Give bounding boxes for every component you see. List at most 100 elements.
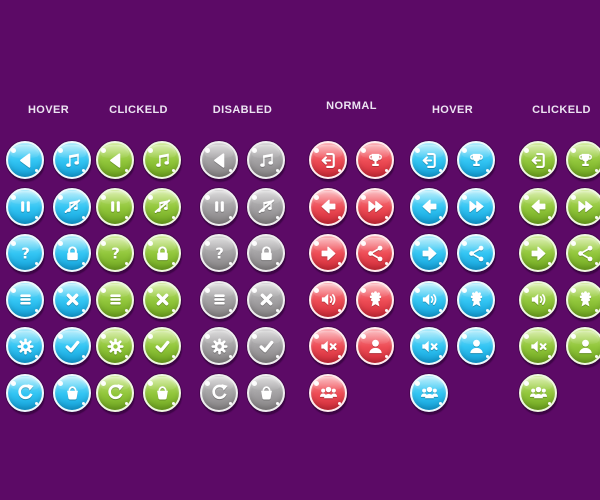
sound-off-icon	[419, 336, 440, 357]
button-sound-on-clicked[interactable]	[519, 280, 557, 319]
music-note-icon	[256, 150, 277, 171]
state-group-hover-left: HOVER	[6, 101, 91, 412]
button-menu-disabled[interactable]	[200, 280, 238, 319]
button-question-clicked[interactable]	[96, 234, 134, 272]
button-fast-forward-clicked[interactable]	[566, 187, 600, 226]
button-sound-off-normal[interactable]	[309, 327, 347, 365]
logout-icon	[419, 150, 440, 171]
music-off-icon	[62, 196, 83, 217]
button-share-normal[interactable]	[356, 234, 394, 272]
fast-forward-icon	[466, 196, 487, 217]
share-icon	[365, 243, 386, 264]
state-label: CLICKELD	[532, 104, 591, 116]
button-logout-hover[interactable]	[410, 141, 448, 179]
button-fast-forward-hover[interactable]	[457, 187, 495, 226]
button-lock-disabled[interactable]	[247, 234, 285, 272]
button-users-group-normal[interactable]	[309, 373, 347, 412]
button-sound-off-hover[interactable]	[410, 327, 448, 365]
button-music-off-disabled[interactable]	[247, 187, 285, 226]
button-share-clicked[interactable]	[566, 234, 600, 272]
button-trophy-hover[interactable]	[457, 141, 495, 179]
button-basket-disabled[interactable]	[247, 373, 285, 412]
button-arrow-right-hover[interactable]	[410, 234, 448, 272]
button-music-note-hover[interactable]	[53, 141, 91, 179]
button-sound-off-clicked[interactable]	[519, 327, 557, 365]
button-sound-on-normal[interactable]	[309, 280, 347, 319]
music-note-icon	[62, 150, 83, 171]
button-menu-hover[interactable]	[6, 280, 44, 319]
button-gear-disabled[interactable]	[200, 327, 238, 365]
logout-icon	[318, 150, 339, 171]
button-arrow-right-clicked[interactable]	[519, 234, 557, 272]
state-label: HOVER	[431, 104, 474, 116]
button-music-note-clicked[interactable]	[143, 141, 181, 179]
restart-icon	[209, 382, 230, 403]
trophy-icon	[365, 150, 386, 171]
button-award-clicked[interactable]	[566, 280, 600, 319]
button-menu-clicked[interactable]	[96, 280, 134, 319]
button-play-back-disabled[interactable]	[200, 141, 238, 179]
users-group-icon	[419, 382, 440, 403]
button-play-back-hover[interactable]	[6, 141, 44, 179]
button-user-hover[interactable]	[457, 327, 495, 365]
button-trophy-normal[interactable]	[356, 141, 394, 179]
button-basket-clicked[interactable]	[143, 373, 181, 412]
button-check-hover[interactable]	[53, 327, 91, 365]
button-restart-disabled[interactable]	[200, 373, 238, 412]
button-award-normal[interactable]	[356, 280, 394, 319]
button-users-group-clicked[interactable]	[519, 373, 557, 412]
button-user-normal[interactable]	[356, 327, 394, 365]
arrow-right-icon	[318, 243, 339, 264]
button-logout-clicked[interactable]	[519, 141, 557, 179]
button-question-disabled[interactable]	[200, 234, 238, 272]
button-users-group-hover[interactable]	[410, 373, 448, 412]
button-close-disabled[interactable]	[247, 280, 285, 319]
share-icon	[575, 243, 596, 264]
state-label: HOVER	[27, 104, 70, 116]
button-pause-hover[interactable]	[6, 187, 44, 226]
button-arrow-left-normal[interactable]	[309, 187, 347, 226]
button-music-note-disabled[interactable]	[247, 141, 285, 179]
arrow-left-icon	[419, 196, 440, 217]
button-arrow-left-clicked[interactable]	[519, 187, 557, 226]
user-icon	[365, 336, 386, 357]
button-restart-hover[interactable]	[6, 373, 44, 412]
button-question-hover[interactable]	[6, 234, 44, 272]
button-arrow-right-normal[interactable]	[309, 234, 347, 272]
button-lock-clicked[interactable]	[143, 234, 181, 272]
award-icon	[365, 289, 386, 310]
button-basket-hover[interactable]	[53, 373, 91, 412]
button-restart-clicked[interactable]	[96, 373, 134, 412]
button-share-hover[interactable]	[457, 234, 495, 272]
button-pause-disabled[interactable]	[200, 187, 238, 226]
menu-icon	[105, 289, 126, 310]
button-award-hover[interactable]	[457, 280, 495, 319]
button-pause-clicked[interactable]	[96, 187, 134, 226]
button-play-back-clicked[interactable]	[96, 141, 134, 179]
button-trophy-clicked[interactable]	[566, 141, 600, 179]
button-music-off-hover[interactable]	[53, 187, 91, 226]
menu-icon	[209, 289, 230, 310]
button-gear-hover[interactable]	[6, 327, 44, 365]
button-check-disabled[interactable]	[247, 327, 285, 365]
basket-icon	[62, 382, 83, 403]
sound-off-icon	[528, 336, 549, 357]
button-close-clicked[interactable]	[143, 280, 181, 319]
button-sound-on-hover[interactable]	[410, 280, 448, 319]
button-check-clicked[interactable]	[143, 327, 181, 365]
button-lock-hover[interactable]	[53, 234, 91, 272]
lock-icon	[256, 243, 277, 264]
arrow-right-icon	[528, 243, 549, 264]
state-label: NORMAL	[326, 100, 377, 112]
button-logout-normal[interactable]	[309, 141, 347, 179]
users-group-icon	[318, 382, 339, 403]
button-arrow-left-hover[interactable]	[410, 187, 448, 226]
button-close-hover[interactable]	[53, 280, 91, 319]
button-music-off-clicked[interactable]	[143, 187, 181, 226]
play-back-icon	[15, 150, 36, 171]
button-gear-clicked[interactable]	[96, 327, 134, 365]
state-label: CLICKELD	[109, 104, 168, 116]
button-user-clicked[interactable]	[566, 327, 600, 365]
button-fast-forward-normal[interactable]	[356, 187, 394, 226]
